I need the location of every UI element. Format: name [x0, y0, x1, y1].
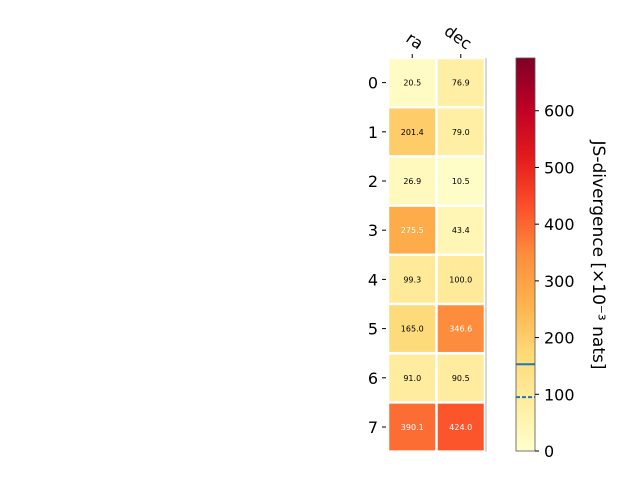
colorbar-frame: [515, 57, 536, 452]
colorbar-tick-label-0: 0: [544, 442, 554, 461]
cell-label-4-ra: 99.3: [403, 275, 421, 284]
heatmap-cell-3-ra: [389, 206, 436, 254]
heatmap-cell-1-dec: [437, 108, 484, 156]
cell-label-1-dec: 79.0: [452, 128, 470, 137]
row-label-0: 0: [368, 74, 378, 93]
cell-label-4-dec: 100.0: [449, 275, 472, 284]
colorbar-gradient: [516, 58, 535, 451]
heatmap-cell-4-dec: [437, 256, 484, 303]
colorbar-label: JS-divergence [×10⁻³ nats]: [588, 140, 608, 370]
row-label-4: 4: [368, 270, 378, 289]
heatmap-cell-2-ra: [389, 157, 436, 205]
cell-label-7-dec: 424.0: [449, 423, 472, 432]
cell-label-2-ra: 26.9: [403, 177, 421, 186]
row-label-3: 3: [368, 221, 378, 240]
heatmap-cell-6-ra: [389, 354, 436, 402]
heatmap-cell-1-ra: [389, 108, 436, 156]
row-label-5: 5: [368, 320, 378, 339]
column-label-dec: dec: [441, 21, 475, 53]
colorbar-tick-label-300: 300: [544, 272, 575, 291]
cell-label-3-ra: 275.5: [401, 226, 424, 235]
colorbar-tick-label-100: 100: [544, 385, 575, 404]
cell-label-1-ra: 201.4: [401, 128, 424, 137]
colorbar-tick-label-600: 600: [544, 102, 575, 121]
heatmap-cell-6-dec: [437, 354, 484, 402]
cell-label-0-dec: 76.9: [452, 79, 470, 88]
heatmap-cell-4-ra: [389, 256, 436, 303]
row-label-7: 7: [368, 418, 378, 437]
cell-label-5-dec: 346.6: [449, 325, 472, 334]
cell-label-7-ra: 390.1: [401, 423, 424, 432]
colorbar: 0 100 200 300 400 500 600: [515, 57, 575, 461]
cell-label-5-ra: 165.0: [401, 325, 424, 334]
heatmap-cell-7-ra: [389, 403, 436, 451]
heatmap-cell-3-dec: [437, 206, 484, 254]
heatmap-cells: 20.5 76.9 201.4 79.0 26.9 10.5 275.5 43.4 99.3 10…: [389, 59, 484, 451]
row-label-6: 6: [368, 369, 378, 388]
colorbar-tick-label-400: 400: [544, 215, 575, 234]
colorbar-tick-label-200: 200: [544, 329, 575, 348]
cell-label-2-dec: 10.5: [452, 177, 470, 186]
row-label-2: 2: [368, 172, 378, 191]
row-label-1: 1: [368, 123, 378, 142]
cell-label-3-dec: 43.4: [452, 226, 470, 235]
heatmap-cell-7-dec: [437, 403, 484, 451]
column-label-ra: ra: [403, 28, 427, 53]
cell-label-0-ra: 20.5: [403, 79, 421, 88]
cell-label-6-ra: 91.0: [403, 374, 421, 383]
heatmap-cell-5-ra: [389, 305, 436, 352]
heatmap-cell-0-dec: [437, 59, 484, 106]
colorbar-tick-label-500: 500: [544, 158, 575, 177]
cell-label-6-dec: 90.5: [452, 374, 470, 383]
heatmap-cell-5-dec: [437, 305, 484, 352]
heatmap-cell-2-dec: [437, 157, 484, 205]
heatmap-cell-0-ra: [389, 59, 436, 106]
